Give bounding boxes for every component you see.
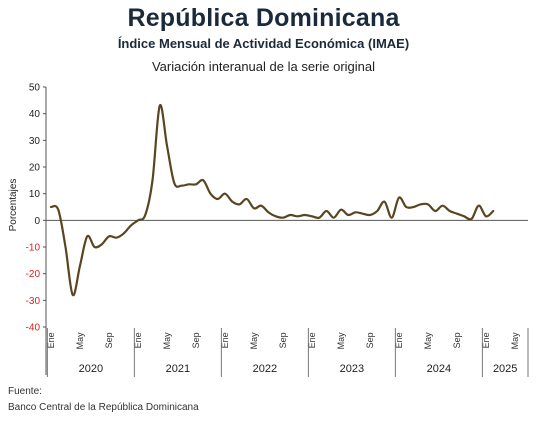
x-tick-label: Sep xyxy=(104,332,114,348)
x-axis-years: 2020 2021 2022 2023 2024 2025 xyxy=(46,328,529,377)
y-tick-label: 0 xyxy=(34,216,40,227)
year-label: 2024 xyxy=(427,363,451,375)
x-tick-label: Ene xyxy=(220,332,230,348)
y-tick-label: -30 xyxy=(26,296,41,307)
y-tick-label: -40 xyxy=(26,323,41,334)
x-tick-label: Ene xyxy=(46,332,56,348)
y-axis-ticks: 50 40 30 20 10 0 -10 -20 -30 -40 xyxy=(26,83,46,334)
y-tick-label: 30 xyxy=(29,136,41,147)
y-tick-label: 50 xyxy=(29,83,41,94)
x-tick-label: Ene xyxy=(133,332,143,348)
x-tick-label: May xyxy=(510,332,520,350)
year-label: 2022 xyxy=(253,363,277,375)
series-line xyxy=(49,104,495,297)
source-label: Fuente: xyxy=(8,386,42,397)
y-tick-label: 10 xyxy=(29,189,41,200)
x-tick-label: May xyxy=(423,332,433,350)
y-tick-label: 20 xyxy=(29,163,41,174)
x-tick-label: Sep xyxy=(278,332,288,348)
year-label: 2021 xyxy=(166,363,190,375)
chart-subtitle: Índice Mensual de Actividad Económica (I… xyxy=(117,36,410,51)
x-tick-label: May xyxy=(336,332,346,350)
chart-subtitle-secondary: Variación interanual de la serie origina… xyxy=(151,59,376,74)
chart-title: República Dominicana xyxy=(127,4,400,32)
x-tick-label: May xyxy=(162,332,172,350)
x-tick-label: Sep xyxy=(365,332,375,348)
x-tick-label: Ene xyxy=(307,332,317,348)
x-tick-label: Ene xyxy=(481,332,491,348)
source-text: Banco Central de la República Dominicana xyxy=(8,402,199,413)
year-label: 2025 xyxy=(493,363,517,375)
y-tick-label: 40 xyxy=(29,109,41,120)
y-tick-label: -20 xyxy=(26,269,41,280)
y-tick-label: -10 xyxy=(26,243,41,254)
year-label: 2020 xyxy=(79,363,103,375)
chart-axes xyxy=(45,87,528,375)
x-tick-label: May xyxy=(249,332,259,350)
x-tick-label: Ene xyxy=(394,332,404,348)
y-axis-label: Porcentajes xyxy=(8,179,19,232)
x-axis-ticks: Ene May Sep Ene May Sep Ene May Sep Ene May Sep Ene M… xyxy=(46,332,520,350)
x-tick-label: Sep xyxy=(191,332,201,348)
year-label: 2023 xyxy=(340,363,364,375)
x-tick-label: Sep xyxy=(452,332,462,348)
x-tick-label: May xyxy=(75,332,85,350)
